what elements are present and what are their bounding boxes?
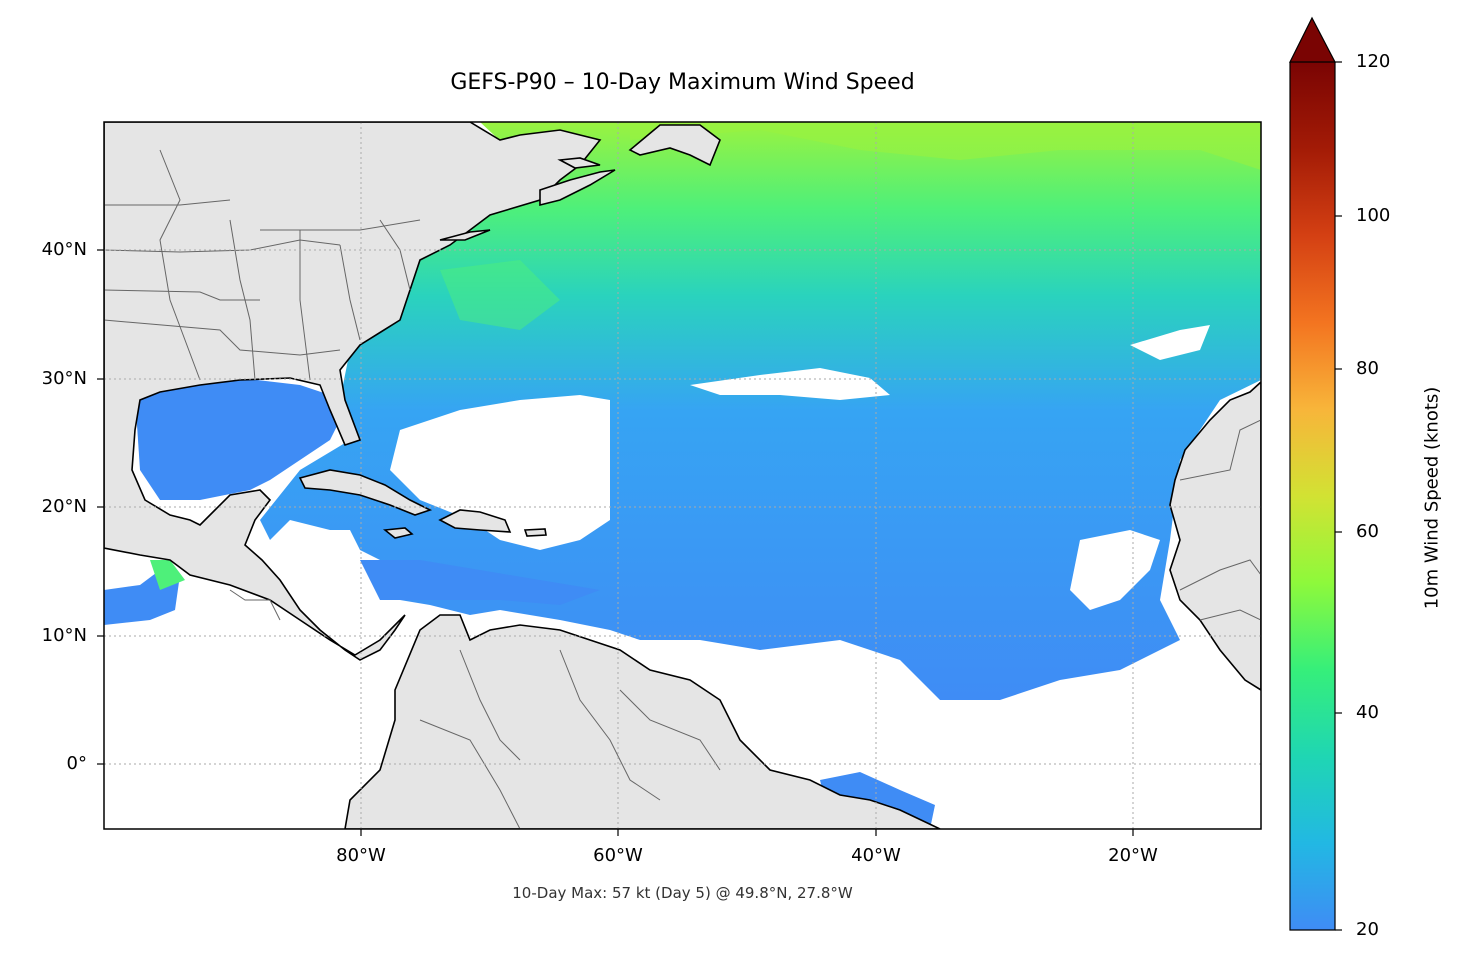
lon-tick-label: 60°W <box>593 845 643 866</box>
lat-tick-label: 40°N <box>41 239 87 260</box>
colorbar-label: 10m Wind Speed (knots) <box>1421 386 1443 610</box>
cuba <box>298 469 433 516</box>
puerto-rico <box>523 528 547 537</box>
borders <box>104 149 1261 829</box>
colorbar-gradient <box>1290 62 1335 930</box>
lon-tick-label: 80°W <box>336 845 386 866</box>
pei <box>557 157 601 169</box>
lat-tick-label: 20°N <box>41 496 87 517</box>
plot-frame <box>103 121 1262 830</box>
colorbar <box>1289 16 1342 931</box>
lon-tick-label: 40°W <box>851 845 901 866</box>
north-america <box>104 122 602 661</box>
lat-tick-label: 10°N <box>41 625 87 646</box>
colorbar-tick-label: 100 <box>1356 205 1391 226</box>
axis-ticks <box>97 249 1134 836</box>
colorbar-tick-label: 120 <box>1356 51 1391 72</box>
newfoundland <box>628 124 721 167</box>
jamaica <box>382 527 414 539</box>
max-wind-footer: 10-Day Max: 57 kt (Day 5) @ 49.8°N, 27.8… <box>512 884 853 902</box>
colorbar-extend-arrow <box>1289 16 1336 63</box>
south-america <box>344 614 941 829</box>
lon-tick-label: 20°W <box>1108 845 1158 866</box>
lat-tick-label: 0° <box>66 753 87 774</box>
colorbar-tick-label: 80 <box>1356 358 1379 379</box>
lat-tick-label: 30°N <box>41 368 87 389</box>
land <box>104 122 1261 829</box>
nova-scotia <box>539 169 616 207</box>
hispaniola <box>438 509 512 533</box>
colorbar-tick-label: 40 <box>1356 702 1379 723</box>
africa <box>1169 380 1261 691</box>
colorbar-tick-label: 60 <box>1356 521 1379 542</box>
long-island <box>439 229 491 241</box>
map-title: GEFS-P90 – 10-Day Maximum Wind Speed <box>450 70 915 95</box>
colorbar-tick-label: 20 <box>1356 919 1379 940</box>
